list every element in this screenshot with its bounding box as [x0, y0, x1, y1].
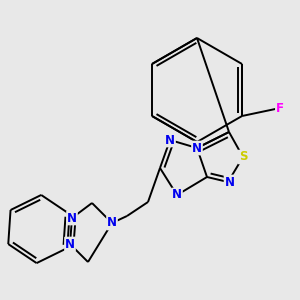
Text: S: S [239, 151, 247, 164]
Text: F: F [276, 101, 284, 115]
Text: N: N [172, 188, 182, 202]
Text: N: N [65, 238, 75, 250]
Text: N: N [224, 176, 235, 188]
Text: N: N [67, 212, 77, 224]
Text: F: F [276, 101, 284, 115]
Text: N: N [192, 142, 202, 154]
Text: N: N [165, 134, 175, 146]
Text: N: N [107, 217, 117, 230]
